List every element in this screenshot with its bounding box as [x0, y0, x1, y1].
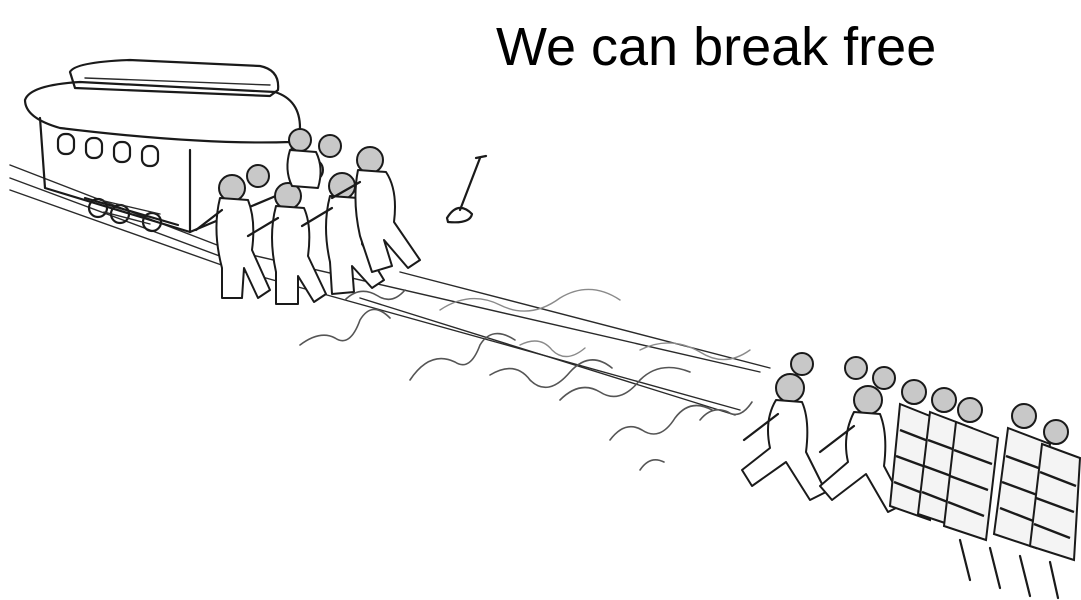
person-icon [741, 373, 827, 501]
tied-crowd [888, 379, 1081, 600]
person-icon [330, 146, 421, 273]
person-icon [246, 182, 327, 305]
freed-crowd [741, 352, 905, 513]
lever-icon [445, 154, 488, 224]
person-icon [1028, 419, 1081, 562]
person-icon [818, 385, 905, 513]
trolley-icon [23, 58, 302, 234]
person-icon [790, 352, 896, 390]
person-icon [194, 174, 271, 299]
person-icon [246, 128, 342, 189]
meme-caption: We can break free [496, 17, 937, 77]
rope-icon [299, 288, 753, 471]
pushing-crowd [194, 128, 421, 305]
person-icon [942, 397, 1000, 542]
